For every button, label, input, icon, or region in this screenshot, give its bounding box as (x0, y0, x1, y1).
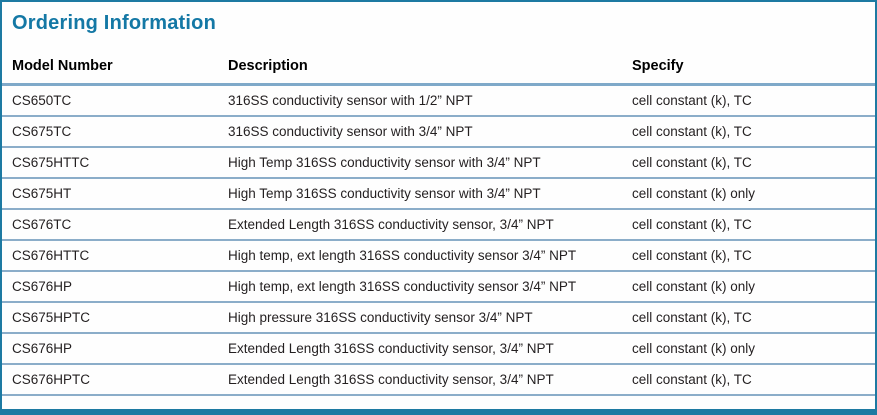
model-cell: CS676HPTC (2, 364, 228, 396)
description-cell: 316SS conductivity sensor with 3/4” NPT (228, 116, 632, 148)
description-cell: Extended Length 316SS conductivity senso… (228, 333, 632, 365)
ordering-table: Model Number Description Specify CS650TC… (2, 36, 875, 396)
description-cell: Extended Length 316SS conductivity senso… (228, 364, 632, 396)
specify-cell: cell constant (k), TC (632, 364, 875, 396)
table-row: CS650TC 316SS conductivity sensor with 1… (2, 84, 875, 117)
model-cell: CS675TC (2, 116, 228, 148)
table-row: CS675HT High Temp 316SS conductivity sen… (2, 178, 875, 210)
model-cell: CS675HPTC (2, 302, 228, 334)
specify-cell: cell constant (k) only (632, 271, 875, 303)
model-cell: CS675HTTC (2, 147, 228, 179)
table-row: CS676HTTC High temp, ext length 316SS co… (2, 240, 875, 272)
specify-cell: cell constant (k), TC (632, 116, 875, 148)
table-row: CS675HPTC High pressure 316SS conductivi… (2, 302, 875, 334)
specify-cell: cell constant (k), TC (632, 302, 875, 334)
page-title: Ordering Information (12, 12, 216, 34)
description-cell: High pressure 316SS conductivity sensor … (228, 302, 632, 334)
specify-cell: cell constant (k), TC (632, 209, 875, 241)
specify-cell: cell constant (k), TC (632, 240, 875, 272)
specify-cell: cell constant (k) only (632, 178, 875, 210)
column-header-specify: Specify (632, 36, 875, 86)
specify-cell: cell constant (k) only (632, 333, 875, 365)
model-cell: CS676HP (2, 271, 228, 303)
description-cell: High Temp 316SS conductivity sensor with… (228, 147, 632, 179)
model-cell: CS676HTTC (2, 240, 228, 272)
specify-cell: cell constant (k), TC (632, 84, 875, 117)
model-cell: CS676TC (2, 209, 228, 241)
description-cell: High temp, ext length 316SS conductivity… (228, 271, 632, 303)
table-header-row: Model Number Description Specify (2, 36, 875, 86)
table-row: CS675TC 316SS conductivity sensor with 3… (2, 116, 875, 148)
column-header-model-number: Model Number (2, 36, 228, 86)
description-cell: Extended Length 316SS conductivity senso… (228, 209, 632, 241)
table-row: CS675HTTC High Temp 316SS conductivity s… (2, 147, 875, 179)
table-row: CS676TC Extended Length 316SS conductivi… (2, 209, 875, 241)
model-cell: CS676HP (2, 333, 228, 365)
table-row: CS676HP Extended Length 316SS conductivi… (2, 333, 875, 365)
description-cell: High temp, ext length 316SS conductivity… (228, 240, 632, 272)
description-cell: 316SS conductivity sensor with 1/2” NPT (228, 84, 632, 117)
model-cell: CS650TC (2, 84, 228, 117)
model-cell: CS675HT (2, 178, 228, 210)
specify-cell: cell constant (k), TC (632, 147, 875, 179)
description-cell: High Temp 316SS conductivity sensor with… (228, 178, 632, 210)
table-row: CS676HP High temp, ext length 316SS cond… (2, 271, 875, 303)
table-row: CS676HPTC Extended Length 316SS conducti… (2, 364, 875, 396)
column-header-description: Description (228, 36, 632, 86)
